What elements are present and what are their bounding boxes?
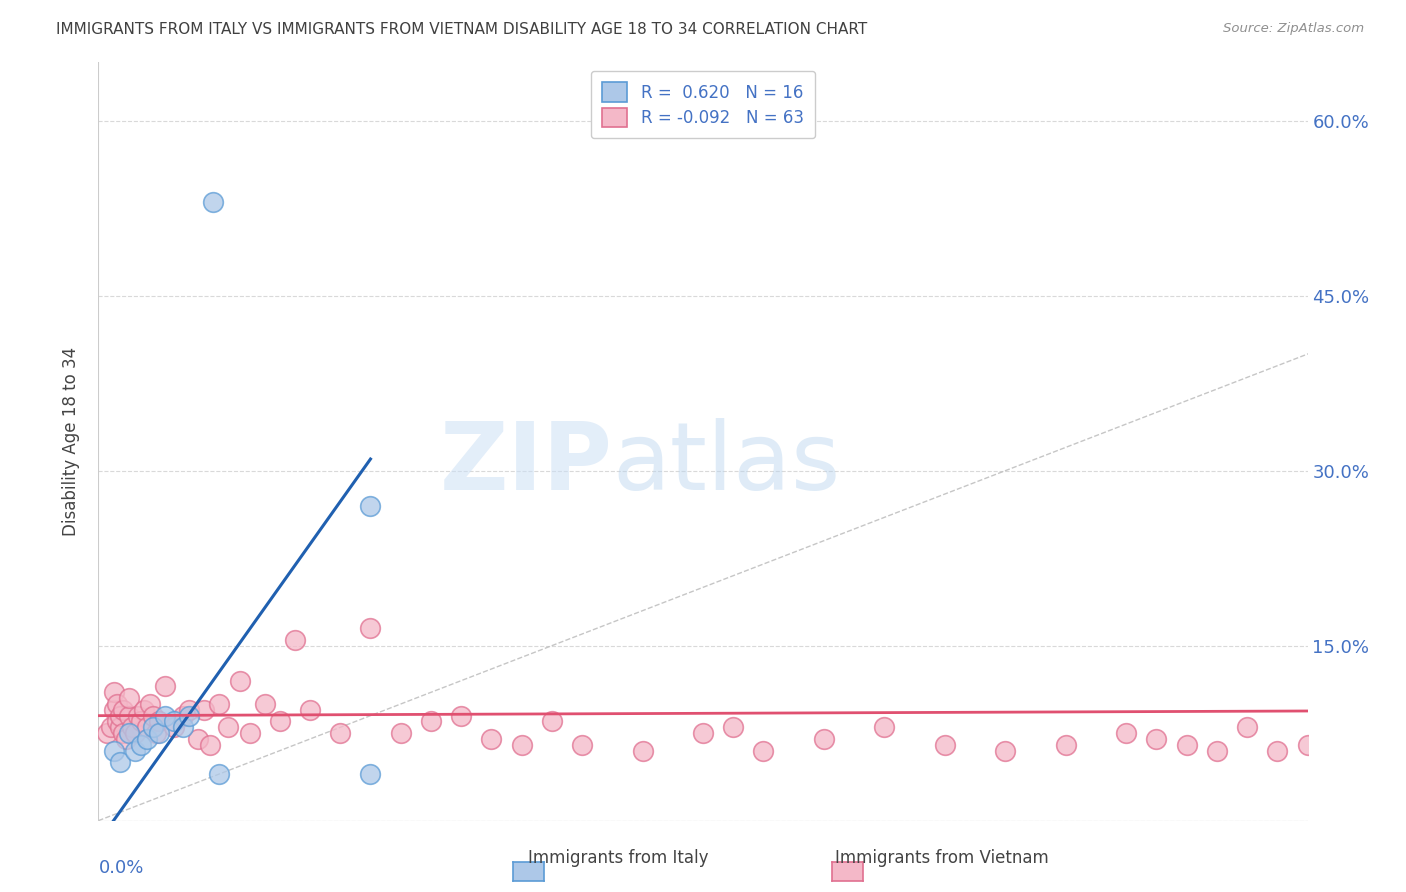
Text: atlas: atlas bbox=[613, 418, 841, 510]
Point bbox=[360, 767, 382, 781]
Point bbox=[132, 703, 155, 717]
Point bbox=[103, 685, 125, 699]
Point bbox=[179, 708, 201, 723]
Point bbox=[510, 738, 533, 752]
Point bbox=[135, 731, 157, 746]
Point bbox=[129, 738, 152, 752]
Point bbox=[193, 703, 215, 717]
Point bbox=[148, 726, 170, 740]
Point bbox=[1175, 738, 1198, 752]
Point bbox=[934, 738, 956, 752]
Point bbox=[129, 714, 152, 729]
Point bbox=[994, 744, 1017, 758]
Point bbox=[1236, 720, 1258, 734]
Point bbox=[148, 714, 170, 729]
Point bbox=[163, 714, 186, 729]
Point bbox=[127, 708, 149, 723]
Point bbox=[631, 744, 654, 758]
Point bbox=[139, 697, 162, 711]
Point bbox=[124, 726, 146, 740]
Point bbox=[118, 708, 141, 723]
Text: 0.0%: 0.0% bbox=[98, 858, 143, 877]
Point bbox=[163, 720, 186, 734]
Point bbox=[118, 691, 141, 706]
Point bbox=[208, 767, 231, 781]
Text: ZIP: ZIP bbox=[440, 418, 613, 510]
Point bbox=[200, 738, 222, 752]
Point bbox=[142, 708, 165, 723]
Point bbox=[124, 744, 146, 758]
Text: IMMIGRANTS FROM ITALY VS IMMIGRANTS FROM VIETNAM DISABILITY AGE 18 TO 34 CORRELA: IMMIGRANTS FROM ITALY VS IMMIGRANTS FROM… bbox=[56, 22, 868, 37]
Point bbox=[239, 726, 262, 740]
Point bbox=[692, 726, 714, 740]
Point bbox=[179, 703, 201, 717]
Point bbox=[360, 621, 382, 635]
Point bbox=[540, 714, 562, 729]
Point bbox=[253, 697, 276, 711]
Point bbox=[111, 703, 134, 717]
Y-axis label: Disability Age 18 to 34: Disability Age 18 to 34 bbox=[62, 347, 80, 536]
Point bbox=[752, 744, 775, 758]
Legend: R =  0.620   N = 16, R = -0.092   N = 63: R = 0.620 N = 16, R = -0.092 N = 63 bbox=[591, 70, 815, 138]
Point bbox=[142, 720, 165, 734]
Point bbox=[114, 731, 136, 746]
Point bbox=[269, 714, 291, 729]
Point bbox=[121, 720, 143, 734]
Point bbox=[1296, 738, 1319, 752]
Point bbox=[172, 720, 194, 734]
Point bbox=[187, 731, 209, 746]
Point bbox=[329, 726, 352, 740]
Point bbox=[723, 720, 745, 734]
Point bbox=[299, 703, 322, 717]
Point bbox=[217, 720, 239, 734]
Point bbox=[450, 708, 472, 723]
Point bbox=[481, 731, 503, 746]
Text: Immigrants from Vietnam: Immigrants from Vietnam bbox=[835, 849, 1049, 867]
Point bbox=[1115, 726, 1137, 740]
Point bbox=[1054, 738, 1077, 752]
Point bbox=[118, 726, 141, 740]
Point bbox=[108, 720, 131, 734]
Point bbox=[103, 703, 125, 717]
Point bbox=[208, 697, 231, 711]
Point bbox=[100, 720, 122, 734]
Point bbox=[153, 708, 176, 723]
Point bbox=[1267, 744, 1289, 758]
Point bbox=[105, 714, 128, 729]
Point bbox=[105, 697, 128, 711]
Point bbox=[571, 738, 593, 752]
Point bbox=[360, 499, 382, 513]
Point bbox=[145, 726, 167, 740]
Point bbox=[96, 726, 118, 740]
Point bbox=[153, 680, 176, 694]
Text: Immigrants from Italy: Immigrants from Italy bbox=[529, 849, 709, 867]
Point bbox=[389, 726, 412, 740]
Point bbox=[420, 714, 443, 729]
Point bbox=[873, 720, 896, 734]
Point bbox=[284, 632, 307, 647]
Point bbox=[1206, 744, 1229, 758]
Point bbox=[111, 726, 134, 740]
Point bbox=[108, 708, 131, 723]
Point bbox=[229, 673, 252, 688]
Point bbox=[813, 731, 835, 746]
Point bbox=[202, 195, 225, 210]
Point bbox=[1144, 731, 1167, 746]
Point bbox=[103, 744, 125, 758]
Point bbox=[135, 720, 157, 734]
Point bbox=[172, 708, 194, 723]
Point bbox=[108, 756, 131, 770]
Text: Source: ZipAtlas.com: Source: ZipAtlas.com bbox=[1223, 22, 1364, 36]
